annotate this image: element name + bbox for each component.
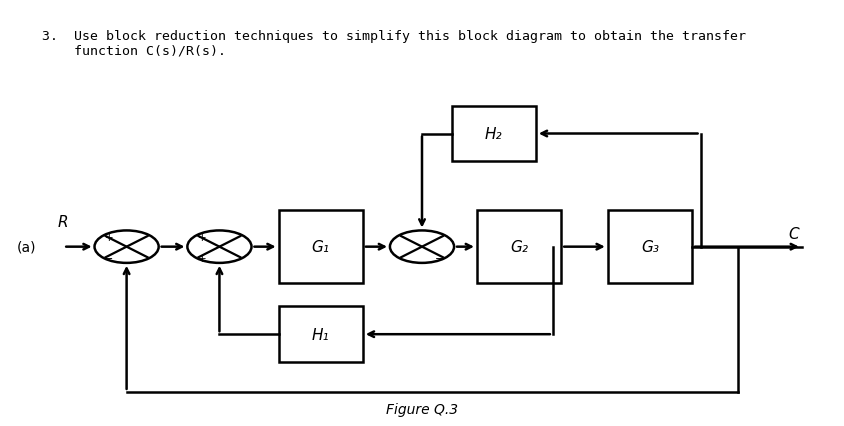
- Text: +: +: [197, 232, 206, 242]
- Text: H₁: H₁: [312, 327, 329, 342]
- Text: C: C: [788, 227, 798, 242]
- Text: Figure Q.3: Figure Q.3: [386, 402, 458, 416]
- Bar: [452, 106, 536, 162]
- Text: −: −: [435, 253, 444, 263]
- Text: R: R: [58, 214, 68, 229]
- Bar: [279, 211, 363, 283]
- Text: 3.  Use block reduction techniques to simplify this block diagram to obtain the : 3. Use block reduction techniques to sim…: [42, 30, 746, 58]
- Text: G₂: G₂: [510, 239, 528, 255]
- Text: G₃: G₃: [641, 239, 659, 255]
- Text: H₂: H₂: [485, 127, 502, 142]
- Bar: [477, 211, 561, 283]
- Text: G₁: G₁: [311, 239, 330, 255]
- Bar: [608, 211, 692, 283]
- Text: −: −: [105, 253, 114, 263]
- Text: (a): (a): [17, 240, 36, 254]
- Bar: [279, 307, 363, 362]
- Text: +: +: [105, 232, 113, 242]
- Text: +: +: [197, 253, 206, 263]
